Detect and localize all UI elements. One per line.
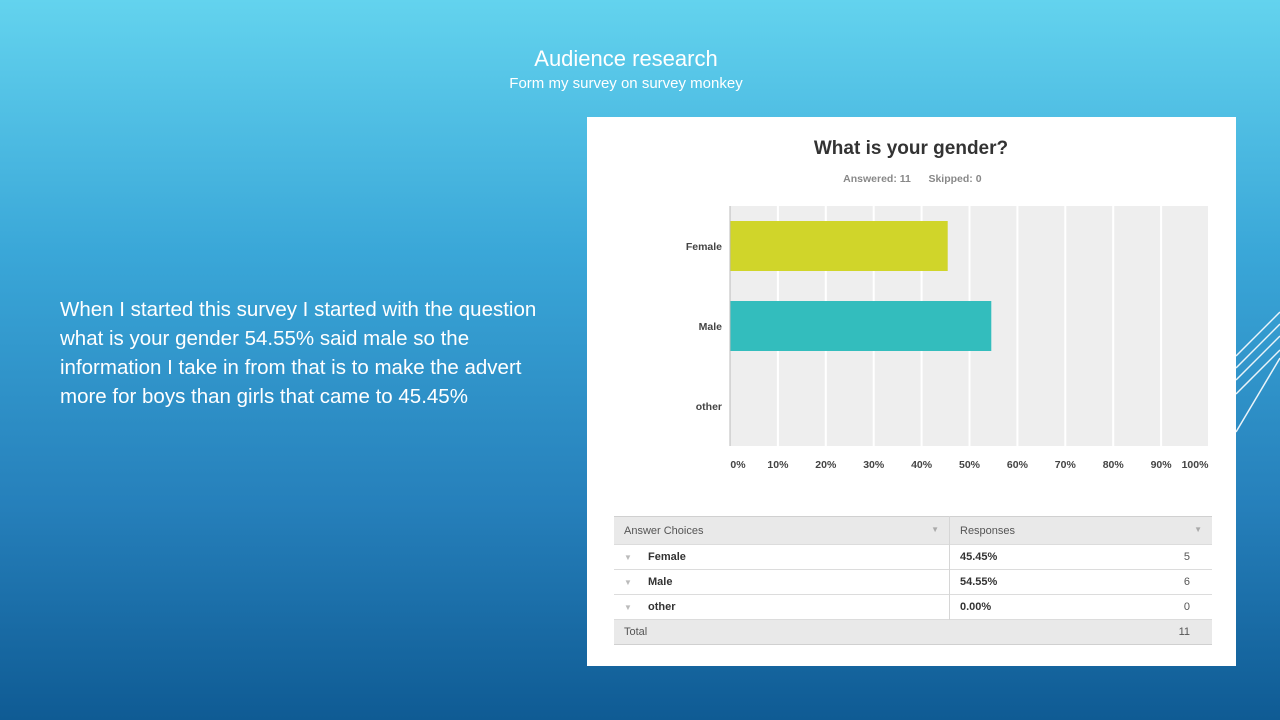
answer-choice: Female — [648, 551, 686, 563]
table-row: ▼ Male 54.55% 6 — [614, 569, 1212, 595]
x-tick-label: 10% — [767, 459, 789, 471]
response-percent: 45.45% — [949, 544, 1100, 570]
survey-result-panel: What is your gender? Answered: 11 Skippe… — [587, 117, 1236, 666]
x-tick-label: 60% — [1007, 459, 1029, 471]
total-value: 11 — [1099, 619, 1212, 645]
chevron-down-icon[interactable]: ▼ — [624, 553, 632, 562]
slide-title: Audience research — [534, 46, 718, 71]
responses-table: Answer Choices ▼ Responses ▼ ▼ Female 45.… — [614, 516, 1212, 645]
header-answer-choices[interactable]: Answer Choices ▼ — [614, 516, 950, 545]
category-label: Male — [699, 321, 723, 333]
table-total-row: Total 11 — [614, 619, 1212, 645]
header-responses[interactable]: Responses ▼ — [949, 516, 1212, 545]
x-tick-label: 80% — [1103, 459, 1125, 471]
x-tick-label: 70% — [1055, 459, 1077, 471]
skipped-count: Skipped: 0 — [928, 173, 981, 185]
category-label: Female — [686, 241, 722, 253]
x-tick-label: 50% — [959, 459, 981, 471]
answered-count: Answered: 11 — [843, 173, 911, 185]
answer-choice: other — [648, 601, 676, 613]
response-count: 5 — [1099, 544, 1212, 570]
bar-female — [730, 221, 948, 271]
table-header-row: Answer Choices ▼ Responses ▼ — [614, 516, 1212, 545]
gender-bar-chart: What is your gender? Answered: 11 Skippe… — [686, 138, 1210, 471]
decorative-lines — [1235, 311, 1280, 433]
x-tick-label: 40% — [911, 459, 933, 471]
total-label: Total — [614, 619, 950, 645]
slide-subtitle: Form my survey on survey monkey — [509, 75, 743, 92]
x-tick-label: 90% — [1151, 459, 1173, 471]
answer-choice: Male — [648, 576, 673, 588]
response-count: 0 — [1099, 594, 1212, 620]
chart-title: What is your gender? — [814, 138, 1008, 159]
table-row: ▼ other 0.00% 0 — [614, 594, 1212, 620]
sort-caret-icon[interactable]: ▼ — [1194, 524, 1202, 534]
response-percent: 54.55% — [949, 569, 1100, 595]
x-tick-label: 30% — [863, 459, 885, 471]
response-count: 6 — [1099, 569, 1212, 595]
x-tick-label: 0% — [730, 459, 746, 471]
x-tick-label: 100% — [1182, 459, 1210, 471]
sort-caret-icon[interactable]: ▼ — [931, 524, 939, 534]
table-row: ▼ Female 45.45% 5 — [614, 544, 1212, 570]
x-tick-label: 20% — [815, 459, 837, 471]
response-percent: 0.00% — [949, 594, 1100, 620]
chevron-down-icon[interactable]: ▼ — [624, 603, 632, 612]
bar-male — [730, 301, 992, 351]
body-text: When I started this survey I started wit… — [60, 298, 537, 408]
chevron-down-icon[interactable]: ▼ — [624, 578, 632, 587]
category-label: other — [696, 401, 722, 413]
